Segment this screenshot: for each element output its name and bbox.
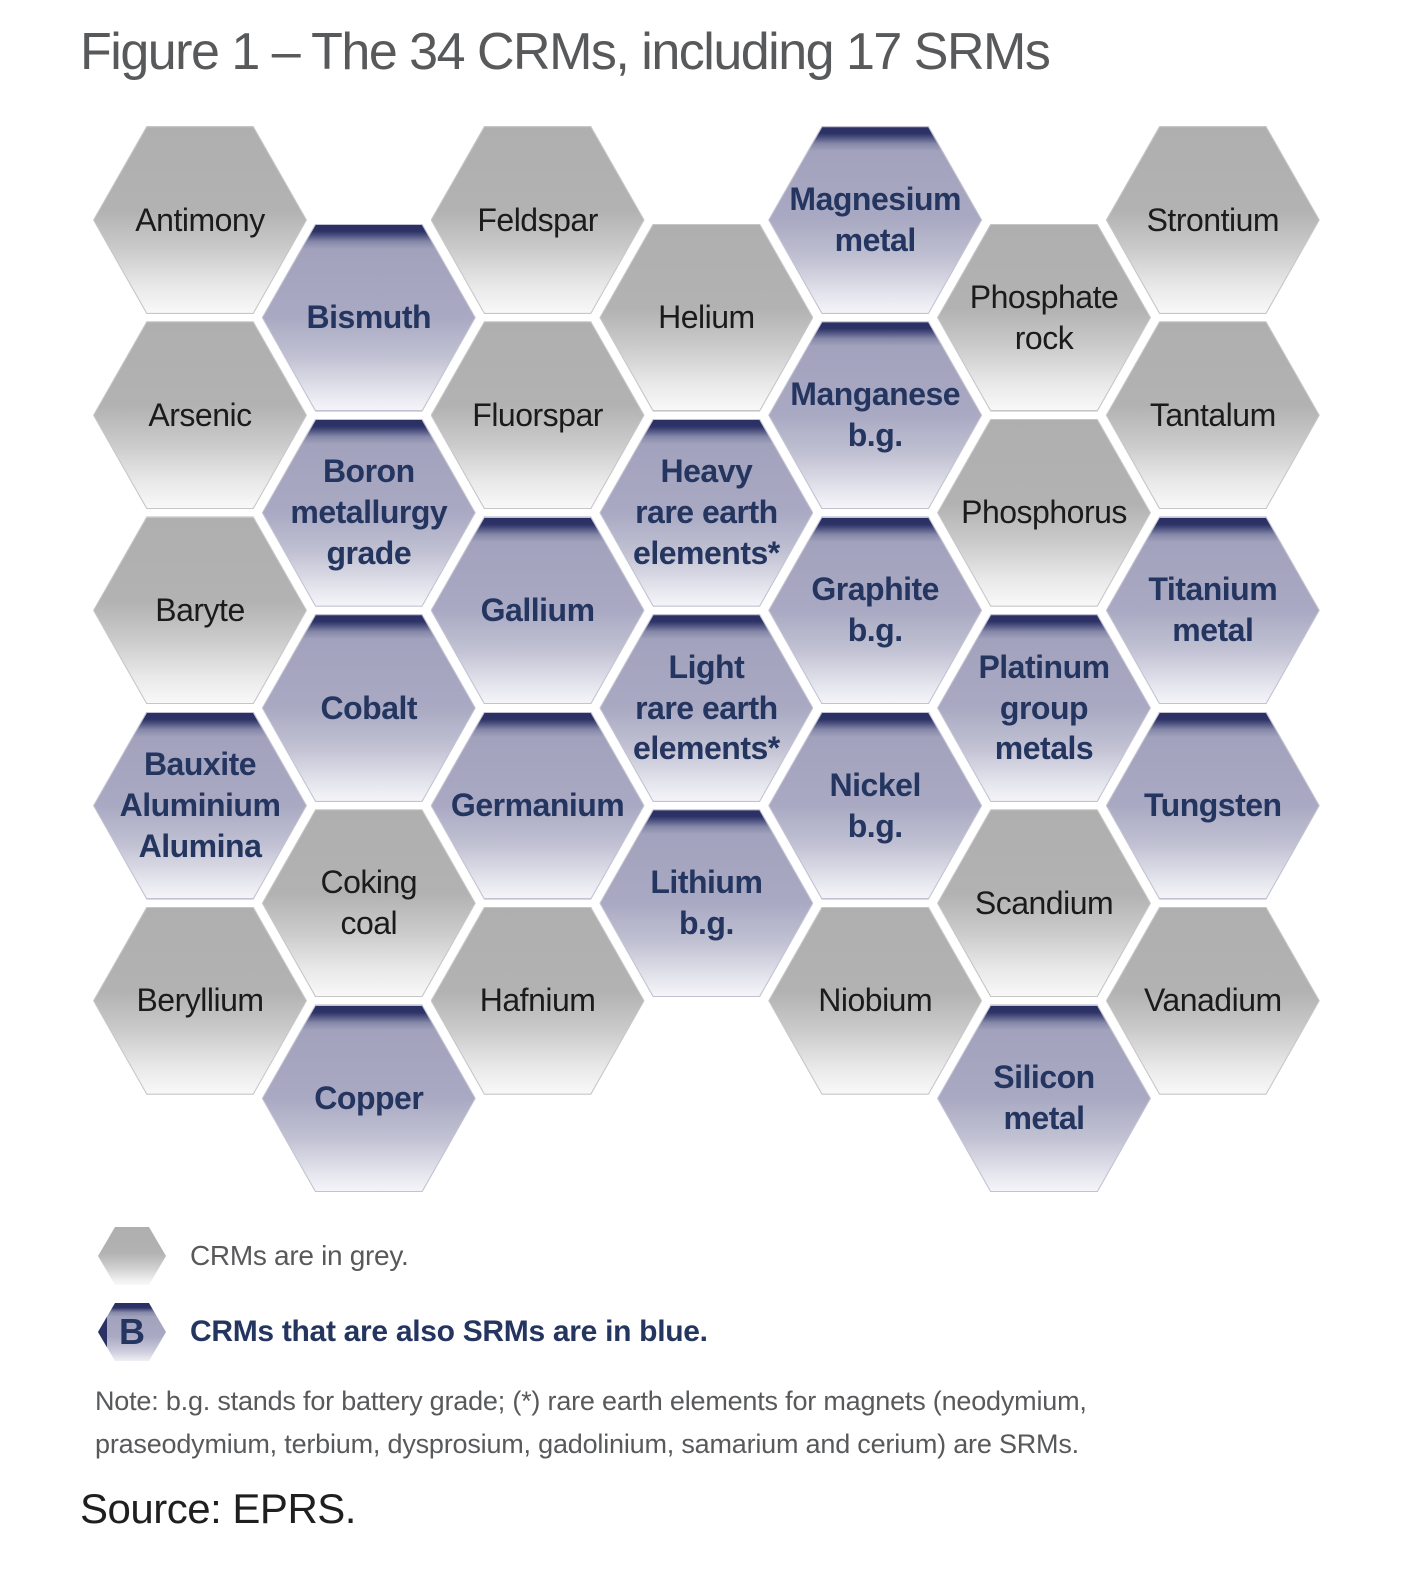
hex-label: Helium — [658, 299, 755, 336]
hex-label: Tantalum — [1149, 396, 1276, 433]
hex-label: Gallium — [480, 591, 595, 628]
hex-label: Strontium — [1146, 201, 1280, 238]
hex-tantalum: Tantalum — [1105, 321, 1320, 510]
hex-bauxite-aluminium-alumina: Bauxite Aluminium Alumina — [93, 711, 307, 900]
hex-graphite-b-g: Graphite b.g. — [768, 516, 983, 705]
hex-label: Feldspar — [477, 201, 598, 238]
hex-bismuth: Bismuth — [261, 223, 476, 412]
hex-label: Lithium b.g. — [650, 864, 763, 942]
hex-label: Cobalt — [320, 689, 418, 726]
hex-label: Boron metallurgy grade — [290, 453, 448, 572]
hex-heavy-rare-earth-elements: Heavy rare earth elements* — [599, 418, 814, 607]
hex-tungsten: Tungsten — [1105, 711, 1320, 900]
hex-label: Heavy rare earth elements* — [633, 453, 780, 572]
hex-vanadium: Vanadium — [1105, 906, 1320, 1095]
hex-label: Arsenic — [148, 396, 252, 433]
hex-niobium: Niobium — [768, 906, 983, 1095]
hex-beryllium: Beryllium — [93, 906, 307, 1095]
hex-label: Beryllium — [136, 982, 264, 1019]
hex-fill — [1106, 517, 1319, 704]
hex-label: Phosphate rock — [969, 278, 1119, 356]
hex-lithium-b-g: Lithium b.g. — [599, 809, 814, 998]
hex-titanium-metal: Titanium metal — [1105, 516, 1320, 705]
hex-label: Bauxite Aluminium Alumina — [119, 746, 281, 865]
hex-light-rare-earth-elements: Light rare earth elements* — [599, 614, 814, 802]
hex-boron-metallurgy-grade: Boron metallurgy grade — [261, 418, 476, 607]
hex-label: Tungsten — [1143, 787, 1282, 824]
hex-copper: Copper — [261, 1004, 476, 1193]
hex-label: Magnesium metal — [789, 181, 961, 258]
figure-source: Source: EPRS. — [80, 1485, 356, 1532]
legend-row-srm: B CRMs that are also SRMs are in blue. — [98, 1303, 708, 1361]
hex-label: Hafnium — [479, 982, 596, 1019]
hex-phosphorus: Phosphorus — [937, 418, 1151, 607]
blue-hexagon-icon: B — [98, 1303, 166, 1361]
hex-label: Scandium — [974, 884, 1114, 921]
legend-row-crm: CRMs are in grey. — [98, 1227, 708, 1285]
hex-fill — [1106, 907, 1319, 1094]
hex-magnesium-metal: Magnesium metal — [768, 126, 983, 314]
hex-label: Copper — [314, 1079, 424, 1116]
hex-scandium: Scandium — [937, 809, 1151, 998]
hex-label: Graphite b.g. — [811, 571, 939, 649]
hex-fill — [262, 224, 475, 411]
figure-note: Note: b.g. stands for battery grade; (*)… — [95, 1380, 1335, 1466]
legend-label-srm: CRMs that are also SRMs are in blue. — [190, 1315, 708, 1348]
hex-platinum-group-metals: Platinum group metals — [937, 614, 1151, 802]
hex-fill — [262, 615, 475, 801]
hex-label: Niobium — [818, 982, 933, 1019]
hex-fill — [262, 1005, 475, 1192]
hex-label: Phosphorus — [961, 494, 1127, 531]
figure-note-line2: praseodymium, terbium, dysprosium, gadol… — [95, 1429, 1079, 1460]
hex-cobalt: Cobalt — [261, 614, 476, 802]
legend-hex-letter: B — [119, 1311, 145, 1352]
hex-label: Titanium metal — [1148, 571, 1278, 649]
hex-fluorspar: Fluorspar — [430, 321, 645, 510]
hex-label: Manganese b.g. — [790, 376, 961, 454]
hex-fill — [262, 810, 475, 996]
hex-fill — [262, 419, 475, 606]
hex-coking-coal: Coking coal — [261, 809, 476, 998]
hex-label: Bismuth — [306, 299, 432, 336]
hex-label: Germanium — [450, 787, 625, 824]
hex-nickel-b-g: Nickel b.g. — [768, 711, 983, 900]
hex-silicon-metal: Silicon metal — [937, 1004, 1151, 1193]
hex-germanium: Germanium — [430, 711, 645, 900]
hex-strontium: Strontium — [1105, 126, 1320, 314]
hex-label: Nickel b.g. — [829, 766, 922, 844]
hex-label: Light rare earth elements* — [633, 648, 780, 767]
hex-phosphate-rock: Phosphate rock — [937, 223, 1151, 412]
hex-gallium: Gallium — [430, 516, 645, 705]
hex-antimony: Antimony — [93, 126, 307, 314]
hex-label: Platinum group metals — [978, 648, 1110, 767]
hex-label: Silicon metal — [993, 1059, 1095, 1137]
legend-label-crm: CRMs are in grey. — [190, 1240, 409, 1271]
hex-manganese-b-g: Manganese b.g. — [768, 321, 983, 510]
hex-arsenic: Arsenic — [93, 321, 307, 510]
figure-title: Figure 1 – The 34 CRMs, including 17 SRM… — [80, 23, 1051, 81]
hex-helium: Helium — [599, 223, 814, 412]
hex-label: Fluorspar — [472, 396, 603, 433]
grey-hexagon-icon — [98, 1227, 166, 1285]
legend: CRMs are in grey. B CRMs that are also S… — [98, 1227, 708, 1361]
hex-baryte: Baryte — [93, 516, 307, 705]
honeycomb: Antimony Feldspar Magnesium metal Strontium… — [93, 126, 1320, 1193]
figure-note-line1: Note: b.g. stands for battery grade; (*)… — [95, 1386, 1087, 1416]
hex-label: Vanadium — [1143, 982, 1282, 1019]
hex-feldspar: Feldspar — [430, 126, 645, 314]
hex-label: Antimony — [135, 201, 265, 238]
hex-label: Coking coal — [320, 864, 418, 942]
hex-fill — [1106, 322, 1319, 508]
hex-fill — [1106, 127, 1319, 313]
hex-hafnium: Hafnium — [430, 906, 645, 1095]
hex-label: Baryte — [155, 591, 245, 628]
hex-fill — [1106, 712, 1319, 899]
